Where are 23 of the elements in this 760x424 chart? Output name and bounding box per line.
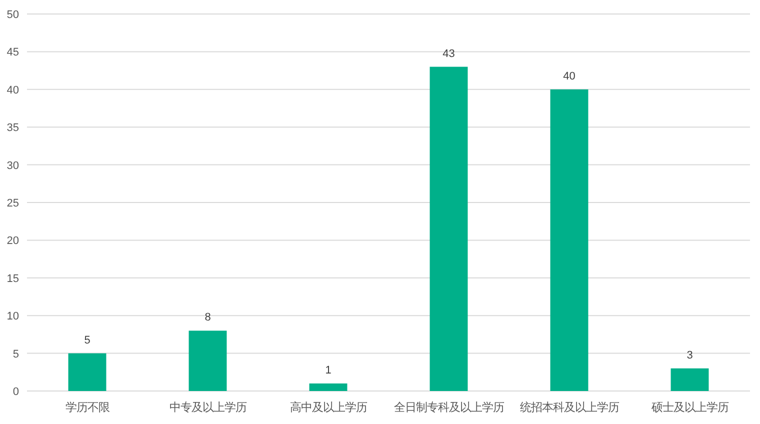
y-tick-label: 15 [6, 272, 19, 285]
y-tick-label: 5 [12, 348, 19, 360]
x-tick-label: 中专及以上学历 [169, 401, 246, 414]
y-tick-label: 10 [6, 310, 19, 323]
data-label: 5 [84, 334, 90, 346]
data-label: 43 [442, 48, 455, 60]
y-tick-label: 45 [6, 46, 19, 59]
x-tick-label: 统招本科及以上学历 [520, 401, 619, 414]
y-tick-label: 20 [6, 235, 19, 248]
y-tick-label: 30 [6, 160, 19, 172]
y-tick-label: 35 [6, 122, 19, 134]
y-tick-label: 40 [6, 84, 19, 96]
x-tick-label: 硕士及以上学历 [650, 401, 728, 414]
x-tick-label: 全日制专科及以上学历 [394, 401, 504, 414]
data-label: 8 [204, 312, 211, 324]
data-label: 3 [686, 349, 693, 362]
y-tick-label: 50 [6, 9, 19, 21]
data-label: 1 [325, 364, 332, 376]
data-label: 40 [563, 70, 576, 82]
x-tick-label: 学历不限 [65, 402, 110, 414]
x-tick-label: 高中及以上学历 [290, 401, 367, 414]
y-tick-label: 25 [6, 198, 19, 210]
y-tick-label: 0 [12, 386, 19, 398]
